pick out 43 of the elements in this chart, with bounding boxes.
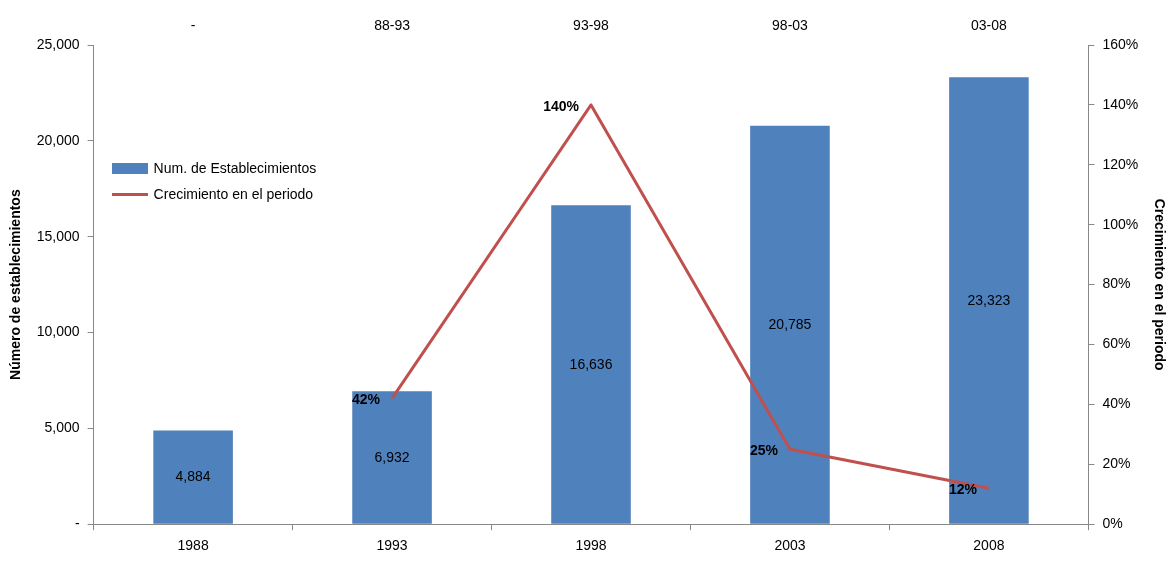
data-label: 16,636 <box>569 355 613 372</box>
text: 98-03 <box>772 16 809 33</box>
data-label: 140% <box>543 97 580 114</box>
text: 88-93 <box>374 16 411 33</box>
legend-label: Crecimiento en el periodo <box>153 186 314 202</box>
text: 03-08 <box>971 16 1008 33</box>
text: 93-98 <box>573 16 610 33</box>
data-label: 42% <box>352 391 381 408</box>
y2-tick-label: 0% <box>1102 515 1123 532</box>
y2-tick-label: 160% <box>1102 35 1139 52</box>
data-label: 6,932 <box>374 448 410 465</box>
y2-tick-label: 100% <box>1102 215 1139 232</box>
data-label: 12% <box>948 481 978 498</box>
data-label: 25% <box>749 442 779 459</box>
y2-tick-label: 120% <box>1102 155 1139 172</box>
bar <box>153 430 233 524</box>
y2-tick-label: 60% <box>1102 335 1131 352</box>
y-tick-label: - <box>74 515 80 532</box>
y-tick-label: 15,000 <box>36 227 80 244</box>
data-label: 20,785 <box>768 315 812 332</box>
y2-tick-label: 140% <box>1102 95 1139 112</box>
y2-tick-label: 20% <box>1102 455 1131 472</box>
y-tick-label: 10,000 <box>36 323 80 340</box>
y-tick-label: 5,000 <box>44 419 80 436</box>
data-label: 23,323 <box>967 291 1011 308</box>
y2-tick-label: 80% <box>1102 275 1131 292</box>
x-tick-label: 2003 <box>774 537 806 554</box>
legend-label: Num. de Establecimientos <box>153 160 317 176</box>
bar <box>551 205 631 524</box>
text: - <box>190 16 196 33</box>
y2-tick-label: 40% <box>1102 395 1131 412</box>
x-tick-label: 1998 <box>575 537 607 554</box>
y-tick-label: 25,000 <box>36 35 80 52</box>
bar <box>949 77 1029 524</box>
data-label: 4,884 <box>175 468 211 485</box>
x-tick-label: 1988 <box>177 537 209 554</box>
x-tick-label: 2008 <box>973 537 1005 554</box>
y-tick-label: 20,000 <box>36 131 80 148</box>
bar <box>750 125 830 524</box>
x-tick-label: 1993 <box>376 537 408 554</box>
y-axis-title: Número de establecimientos <box>7 189 24 380</box>
y2-axis-title: Crecimiento en el periodo <box>1151 198 1168 371</box>
bar <box>352 391 432 524</box>
